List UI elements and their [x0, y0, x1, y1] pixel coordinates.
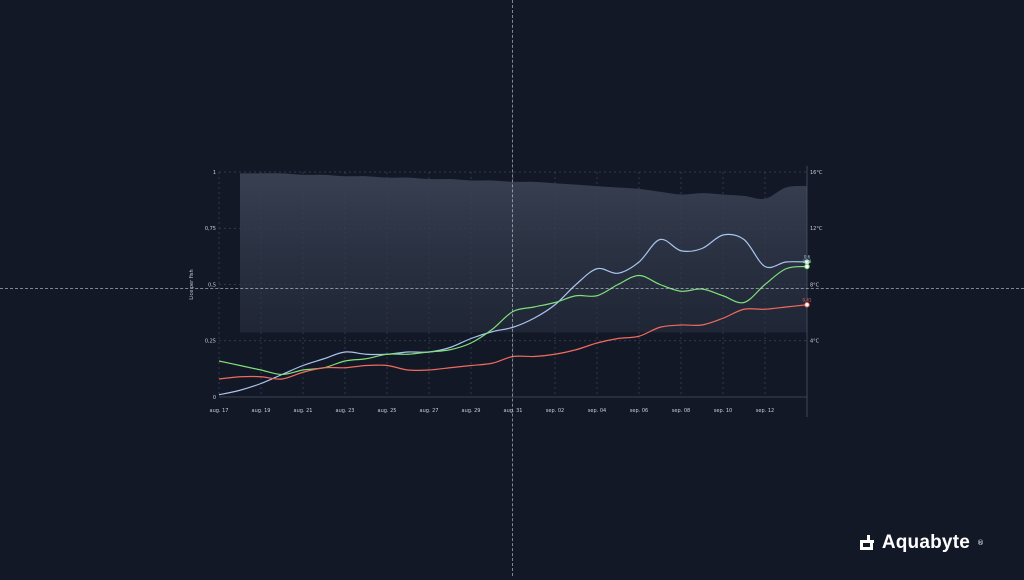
y2-tick-label: 12°C [810, 226, 823, 232]
brand-name: Aquabyte [881, 532, 970, 553]
x-tick-label: sep. 04 [588, 408, 606, 414]
x-tick-label: sep. 02 [546, 408, 564, 414]
y-tick-label: 1 [213, 170, 216, 176]
y-tick-label: 0 [213, 395, 216, 401]
x-tick-label: aug. 17 [210, 408, 229, 414]
series-line-blue [218, 233, 808, 396]
series-line-red [218, 304, 808, 380]
series-end-point-red [804, 302, 810, 308]
x-tick-label: sep. 06 [630, 408, 648, 414]
temperature-band [240, 173, 807, 333]
x-tick-label: sep. 10 [714, 408, 732, 414]
crosshair-horizontal [0, 288, 1024, 289]
aquabyte-logo-icon [859, 535, 874, 550]
series-end-point-green [804, 263, 810, 270]
series-end-label-red: 0,41 [803, 297, 812, 302]
x-tick-label: aug. 31 [504, 408, 523, 414]
x-tick-label: aug. 19 [252, 408, 271, 414]
x-tick-label: aug. 21 [294, 408, 313, 414]
x-tick-label: aug. 27 [420, 408, 439, 414]
temperature-band-layer [240, 173, 807, 333]
y2-tick-label: 16°C [810, 170, 823, 176]
y2-tick-label: 4°C [810, 339, 820, 345]
y-tick-label: 0,5 [208, 282, 216, 288]
axis-layer: 0 0,25 0,5 0,75 1 4°C 8°C 12°C 16°C aug. 17 aug. 1… [189, 166, 823, 417]
brand-reg-mark: ® [977, 539, 984, 547]
label-layer: 0,60,58 0,41 [803, 255, 812, 303]
x-tick-label: aug. 23 [336, 408, 355, 414]
y-tick-label: 0,75 [205, 226, 216, 232]
x-tick-label: sep. 12 [756, 408, 774, 414]
y-tick-label: 0,25 [205, 339, 216, 345]
y2-tick-label: 8°C [810, 282, 820, 288]
x-tick-label: aug. 25 [378, 408, 397, 414]
aquabyte-logo: Aquabyte ® [856, 532, 984, 554]
series-end-label-green: 0,58 [803, 259, 812, 264]
x-tick-label: aug. 29 [462, 408, 481, 414]
x-tick-label: sep. 08 [672, 408, 690, 414]
y-axis-label: Lice per fish [189, 269, 195, 299]
series-end-label-blue: 0,6 [804, 255, 811, 260]
series-layer [218, 233, 810, 396]
